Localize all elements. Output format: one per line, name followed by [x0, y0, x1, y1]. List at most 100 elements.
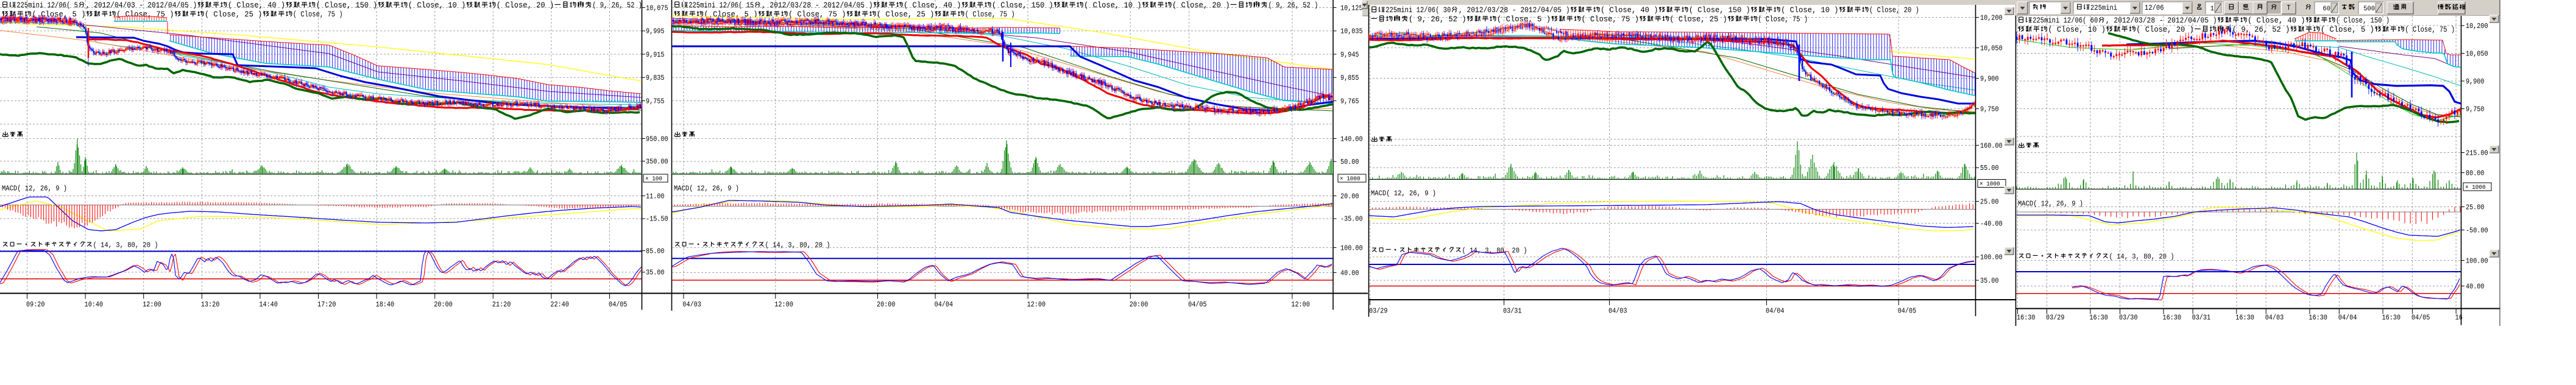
svg-text:18:40: 18:40 [376, 300, 395, 309]
svg-text:04/03: 04/03 [2265, 313, 2284, 322]
svg-text:04/04: 04/04 [1766, 306, 1785, 315]
svg-text:03/29: 03/29 [1369, 306, 1388, 315]
svg-text:-50.00: -50.00 [2466, 226, 2488, 235]
svg-text:12/06: 12/06 [2145, 4, 2164, 12]
svg-text:( Close, 10 ): ( Close, 10 ) [408, 1, 466, 10]
svg-text:( Close, 40 ): ( Close, 40 ) [228, 1, 286, 10]
svg-text:16:30: 16:30 [2089, 313, 2108, 322]
svg-text:10,200: 10,200 [2466, 22, 2488, 30]
svg-text:( 9, 26, 52 ): ( 9, 26, 52 ) [1409, 15, 1467, 24]
svg-text:( Close, 75 ): ( Close, 75 ) [2405, 26, 2455, 34]
svg-text:225mini 12/06( 30: 225mini 12/06( 30 [1385, 6, 1451, 15]
svg-text:( Close, 150 ): ( Close, 150 ) [2336, 16, 2390, 25]
svg-text:( 9, 26, 52 ): ( 9, 26, 52 ) [2232, 26, 2290, 34]
svg-text:55.00: 55.00 [1980, 164, 1999, 172]
svg-text:04/05: 04/05 [1898, 306, 1917, 315]
svg-text:( Close, 40 ): ( Close, 40 ) [2248, 16, 2305, 25]
svg-text:( Close, 40 ): ( Close, 40 ) [904, 1, 961, 10]
svg-text:( 9, 26, 52 ): ( 9, 26, 52 ) [1269, 1, 1318, 10]
svg-text:100.00: 100.00 [1340, 244, 1363, 252]
svg-text:× 1000: × 1000 [1980, 182, 2000, 188]
svg-text:12:00: 12:00 [143, 300, 161, 309]
svg-text:MACD( 12, 26, 9 ): MACD( 12, 26, 9 ) [2, 185, 67, 192]
svg-text:60: 60 [2323, 5, 2330, 13]
svg-text:85.00: 85.00 [646, 247, 665, 255]
svg-text:20.00: 20.00 [1340, 192, 1359, 200]
svg-text:16:30: 16:30 [2235, 313, 2254, 322]
svg-text:04/04: 04/04 [935, 300, 954, 309]
svg-text:21:20: 21:20 [492, 300, 511, 309]
svg-text:T: T [2287, 4, 2290, 12]
svg-text:215.00: 215.00 [2466, 149, 2488, 157]
svg-text:( Close, 75 ): ( Close, 75 ) [1758, 15, 1808, 24]
svg-text:( 14, 3, 80, 20 ): ( 14, 3, 80, 20 ) [93, 241, 158, 249]
svg-text:04/05: 04/05 [1188, 300, 1207, 309]
svg-text:( Close, 20 ): ( Close, 20 ) [2136, 26, 2194, 34]
svg-text:( Close, 20 ): ( Close, 20 ) [1869, 6, 1919, 15]
svg-text:16:30: 16:30 [2382, 313, 2401, 322]
svg-text:35.00: 35.00 [646, 269, 665, 277]
svg-text:( Close, 75 ): ( Close, 75 ) [788, 10, 846, 19]
svg-text:13:20: 13:20 [201, 300, 220, 309]
svg-text:, 2012/03/28 - 2012/04/05 ): , 2012/03/28 - 2012/04/05 ) [2106, 16, 2217, 25]
svg-text:9,900: 9,900 [2466, 77, 2485, 86]
svg-text:9,750: 9,750 [1980, 105, 1999, 113]
svg-text:12:00: 12:00 [1027, 300, 1046, 309]
svg-text:9,995: 9,995 [646, 27, 665, 36]
svg-text:( Close, 10 ): ( Close, 10 ) [2048, 26, 2106, 34]
svg-text:16:30: 16:30 [2017, 313, 2036, 322]
svg-text:25.00: 25.00 [2466, 203, 2485, 211]
svg-text:03/29: 03/29 [2046, 313, 2065, 322]
svg-text:9,750: 9,750 [2466, 105, 2485, 113]
svg-text:40.00: 40.00 [1340, 269, 1359, 277]
svg-text:35.00: 35.00 [1980, 277, 1999, 285]
svg-text:-15.50: -15.50 [646, 215, 668, 224]
svg-text:-35.00: -35.00 [1340, 215, 1363, 224]
svg-text:225mini: 225mini [2090, 4, 2117, 12]
svg-text:04/03: 04/03 [682, 300, 701, 309]
svg-text:( Close, 150 ): ( Close, 150 ) [1689, 6, 1750, 15]
svg-text:( Close, 20 ): ( Close, 20 ) [497, 1, 554, 10]
svg-text:350.00: 350.00 [646, 157, 668, 166]
svg-text:20:00: 20:00 [1130, 300, 1148, 309]
svg-text:10,075: 10,075 [646, 4, 668, 12]
svg-text:10,050: 10,050 [1980, 44, 2003, 52]
svg-text:12:00: 12:00 [1291, 300, 1310, 309]
svg-text:( Close, 40 ): ( Close, 40 ) [1601, 6, 1658, 15]
svg-text:16:30: 16:30 [2309, 313, 2327, 322]
svg-text:225mini 12/06( 5: 225mini 12/06( 5 [16, 1, 78, 10]
svg-text:20:00: 20:00 [877, 300, 896, 309]
svg-text:9,855: 9,855 [1340, 74, 1359, 82]
svg-text:100.00: 100.00 [2466, 256, 2488, 265]
svg-text:80.00: 80.00 [2466, 169, 2485, 177]
svg-text:10,050: 10,050 [2466, 49, 2488, 58]
svg-text:10,035: 10,035 [1340, 27, 1363, 36]
svg-text:17:20: 17:20 [317, 300, 336, 309]
svg-text:( Close, 150 ): ( Close, 150 ) [316, 1, 378, 10]
svg-text:( Close, 150 ): ( Close, 150 ) [992, 1, 1053, 10]
svg-text:10,125: 10,125 [1340, 4, 1363, 12]
svg-text:225mini 12/06( 60: 225mini 12/06( 60 [2033, 16, 2098, 25]
svg-text:03/31: 03/31 [2192, 313, 2211, 322]
svg-text:( 14, 3, 80, 20 ): ( 14, 3, 80, 20 ) [2109, 253, 2174, 261]
svg-text:40.00: 40.00 [2466, 282, 2485, 291]
svg-text:20:00: 20:00 [434, 300, 453, 309]
svg-text:9,915: 9,915 [646, 51, 665, 59]
svg-text:50.00: 50.00 [1340, 158, 1359, 166]
svg-text:, 2012/03/28 - 2012/04/05 ): , 2012/03/28 - 2012/04/05 ) [1459, 6, 1570, 15]
svg-text:( 14, 3, 80, 20 ): ( 14, 3, 80, 20 ) [765, 241, 830, 249]
svg-text:22:40: 22:40 [550, 300, 569, 309]
svg-text:( Close, 5 ): ( Close, 5 ) [1497, 15, 1551, 24]
svg-text:04/04: 04/04 [2338, 313, 2357, 322]
svg-text:9,755: 9,755 [646, 97, 665, 105]
svg-text:, 2012/03/28 - 2012/04/05 ): , 2012/03/28 - 2012/04/05 ) [762, 1, 873, 10]
svg-text:MACD( 12, 26, 9 ): MACD( 12, 26, 9 ) [1371, 189, 1436, 197]
svg-text:MACD( 12, 26, 9 ): MACD( 12, 26, 9 ) [2018, 200, 2083, 208]
svg-text:500: 500 [2363, 5, 2375, 13]
svg-text:× 100: × 100 [645, 176, 662, 183]
svg-text:( Close, 10 ): ( Close, 10 ) [1781, 6, 1839, 15]
svg-text:140.00: 140.00 [1340, 135, 1363, 143]
svg-text:160.00: 160.00 [1980, 141, 2003, 150]
svg-text:, 2012/04/03 - 2012/04/05 ): , 2012/04/03 - 2012/04/05 ) [86, 1, 197, 10]
svg-text:( 14, 3, 80, 20 ): ( 14, 3, 80, 20 ) [1462, 247, 1527, 255]
